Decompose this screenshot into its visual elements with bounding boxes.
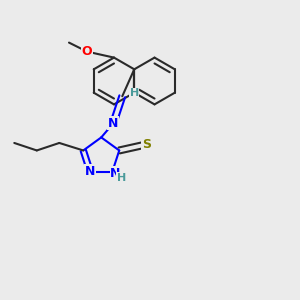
- Text: N: N: [85, 165, 95, 178]
- Text: H: H: [117, 172, 126, 183]
- Text: S: S: [142, 138, 151, 151]
- Text: N: N: [108, 117, 119, 130]
- Text: H: H: [130, 88, 139, 98]
- Text: O: O: [82, 45, 92, 58]
- Text: N: N: [110, 167, 121, 180]
